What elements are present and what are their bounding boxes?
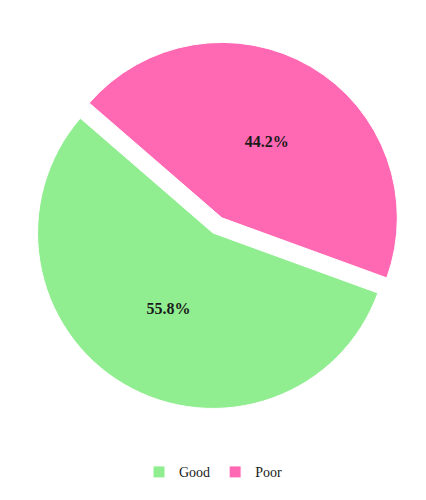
svg-text:Poor: Poor xyxy=(255,465,282,480)
svg-text:44.2%: 44.2% xyxy=(245,133,289,150)
svg-text:55.8%: 55.8% xyxy=(147,300,191,317)
svg-text:Good: Good xyxy=(179,465,210,480)
